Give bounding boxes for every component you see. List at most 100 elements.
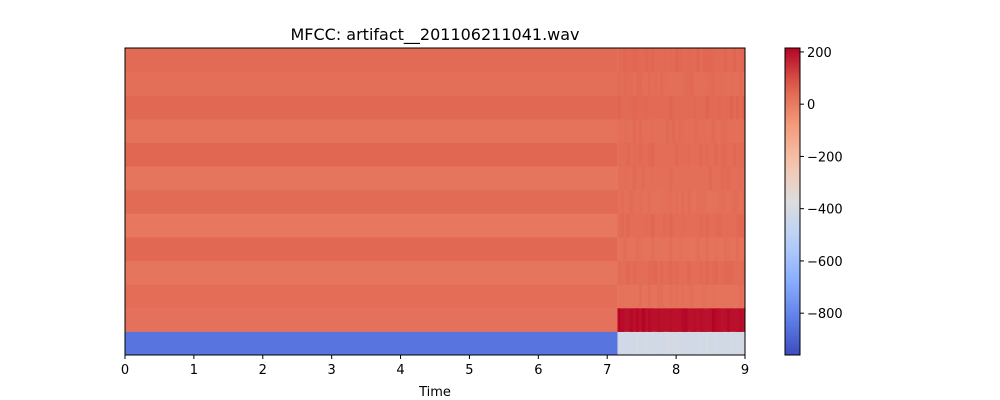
heatmap-texture	[620, 48, 624, 73]
heatmap-texture	[650, 236, 655, 262]
heatmap-texture	[629, 95, 634, 120]
heatmap-texture	[723, 166, 728, 191]
heatmap-texture	[666, 260, 670, 285]
heatmap-texture	[675, 48, 679, 73]
heatmap-texture	[702, 307, 706, 332]
heatmap-texture	[650, 95, 655, 120]
heatmap-texture	[672, 48, 676, 73]
heatmap-cell-row11-seg1	[125, 71, 618, 96]
heatmap-texture	[638, 142, 643, 167]
heatmap-texture	[669, 213, 673, 238]
x-tick-label: 5	[465, 363, 473, 378]
heatmap-cell-row8-seg1	[125, 142, 618, 167]
heatmap-texture	[669, 48, 673, 73]
heatmap-texture	[626, 48, 630, 73]
heatmap-texture	[672, 95, 676, 120]
heatmap-texture	[717, 189, 722, 214]
heatmap-texture	[678, 48, 682, 73]
heatmap-texture	[620, 260, 624, 285]
heatmap-texture	[699, 307, 703, 332]
heatmap-texture	[741, 118, 746, 143]
heatmap-texture	[675, 189, 679, 214]
heatmap-texture	[729, 71, 734, 96]
heatmap-texture	[663, 213, 667, 238]
heatmap-texture	[617, 71, 621, 96]
heatmap-texture	[629, 189, 634, 214]
heatmap-texture	[641, 307, 646, 332]
x-tick-label: 6	[534, 363, 542, 378]
heatmap-texture	[632, 142, 637, 167]
heatmap-texture	[720, 307, 725, 332]
heatmap-texture	[723, 331, 728, 356]
heatmap-texture	[657, 260, 661, 285]
heatmap-texture	[638, 118, 643, 143]
heatmap-texture	[632, 48, 637, 73]
heatmap-texture	[678, 236, 682, 262]
heatmap-texture	[620, 142, 624, 167]
heatmap-texture	[708, 236, 712, 262]
heatmap-texture	[626, 71, 630, 96]
heatmap-texture	[663, 48, 667, 73]
heatmap-texture	[741, 95, 746, 120]
heatmap-texture	[702, 236, 706, 262]
heatmap-texture	[666, 166, 670, 191]
heatmap-texture	[711, 118, 715, 143]
heatmap-texture	[723, 118, 728, 143]
heatmap-texture	[699, 189, 703, 214]
heatmap-texture	[666, 331, 670, 356]
heatmap-texture	[675, 284, 679, 309]
heatmap-texture	[681, 307, 685, 332]
heatmap-texture	[690, 284, 694, 309]
heatmap-texture	[732, 48, 737, 73]
heatmap-texture	[720, 71, 725, 96]
heatmap-texture	[684, 71, 688, 96]
heatmap-texture	[732, 284, 737, 309]
heatmap-texture	[732, 260, 737, 285]
heatmap-texture	[714, 213, 718, 238]
heatmap-texture	[726, 236, 731, 262]
heatmap-texture	[632, 260, 637, 285]
plot-frame	[124, 47, 746, 356]
heatmap-texture	[678, 118, 682, 143]
heatmap-texture	[626, 213, 630, 238]
heatmap-texture	[696, 189, 700, 214]
heatmap-texture	[669, 236, 673, 262]
heatmap-texture	[708, 189, 712, 214]
heatmap-texture	[623, 213, 627, 238]
heatmap-texture	[620, 307, 624, 332]
x-tick-label: 8	[672, 363, 680, 378]
heatmap-texture	[738, 284, 743, 309]
heatmap-texture	[717, 118, 722, 143]
heatmap-texture	[641, 48, 646, 73]
heatmap-texture	[653, 284, 658, 309]
x-axis-label: Time	[418, 385, 451, 400]
heatmap-texture	[687, 284, 691, 309]
heatmap-texture	[717, 95, 722, 120]
heatmap-texture	[699, 118, 703, 143]
heatmap-texture	[626, 236, 630, 262]
heatmap-texture	[681, 71, 685, 96]
heatmap-texture	[723, 142, 728, 167]
heatmap-texture	[681, 118, 685, 143]
heatmap-texture	[660, 95, 664, 120]
heatmap-texture	[711, 284, 715, 309]
heatmap-texture	[711, 307, 715, 332]
heatmap-texture	[735, 213, 740, 238]
heatmap-texture	[669, 189, 673, 214]
heatmap-texture	[687, 331, 691, 356]
heatmap-texture	[702, 331, 706, 356]
heatmap-texture	[705, 95, 709, 120]
heatmap-texture	[669, 71, 673, 96]
heatmap-texture	[638, 236, 643, 262]
colorbar-tick-label: −800	[807, 307, 843, 322]
heatmap-texture	[690, 71, 694, 96]
heatmap-texture	[650, 260, 655, 285]
heatmap-texture	[738, 48, 743, 73]
heatmap-texture	[726, 307, 731, 332]
heatmap-texture	[669, 284, 673, 309]
heatmap-texture	[699, 331, 703, 356]
heatmap-texture	[620, 166, 624, 191]
heatmap-texture	[726, 166, 731, 191]
heatmap-texture	[663, 189, 667, 214]
heatmap-texture	[669, 331, 673, 356]
